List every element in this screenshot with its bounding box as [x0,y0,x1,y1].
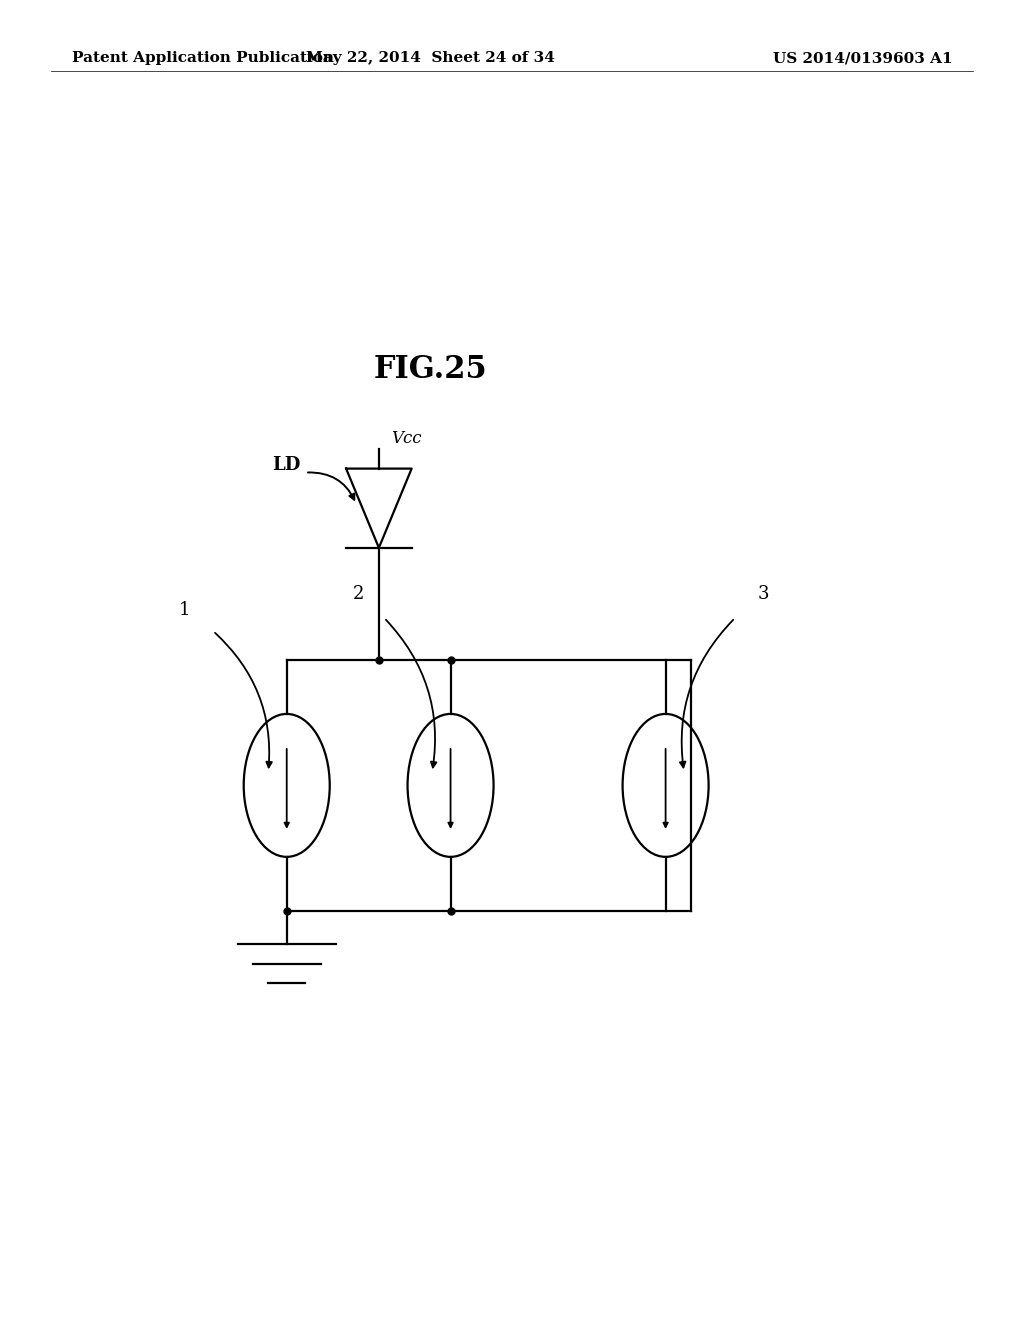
Text: FIG.25: FIG.25 [374,354,486,385]
Text: LD: LD [272,455,301,474]
Text: 1: 1 [178,601,190,619]
Text: Patent Application Publication: Patent Application Publication [72,51,334,65]
Text: 3: 3 [757,585,769,603]
Text: 2: 2 [352,585,365,603]
Text: US 2014/0139603 A1: US 2014/0139603 A1 [773,51,952,65]
Text: May 22, 2014  Sheet 24 of 34: May 22, 2014 Sheet 24 of 34 [305,51,555,65]
Text: Vcc: Vcc [391,430,422,446]
